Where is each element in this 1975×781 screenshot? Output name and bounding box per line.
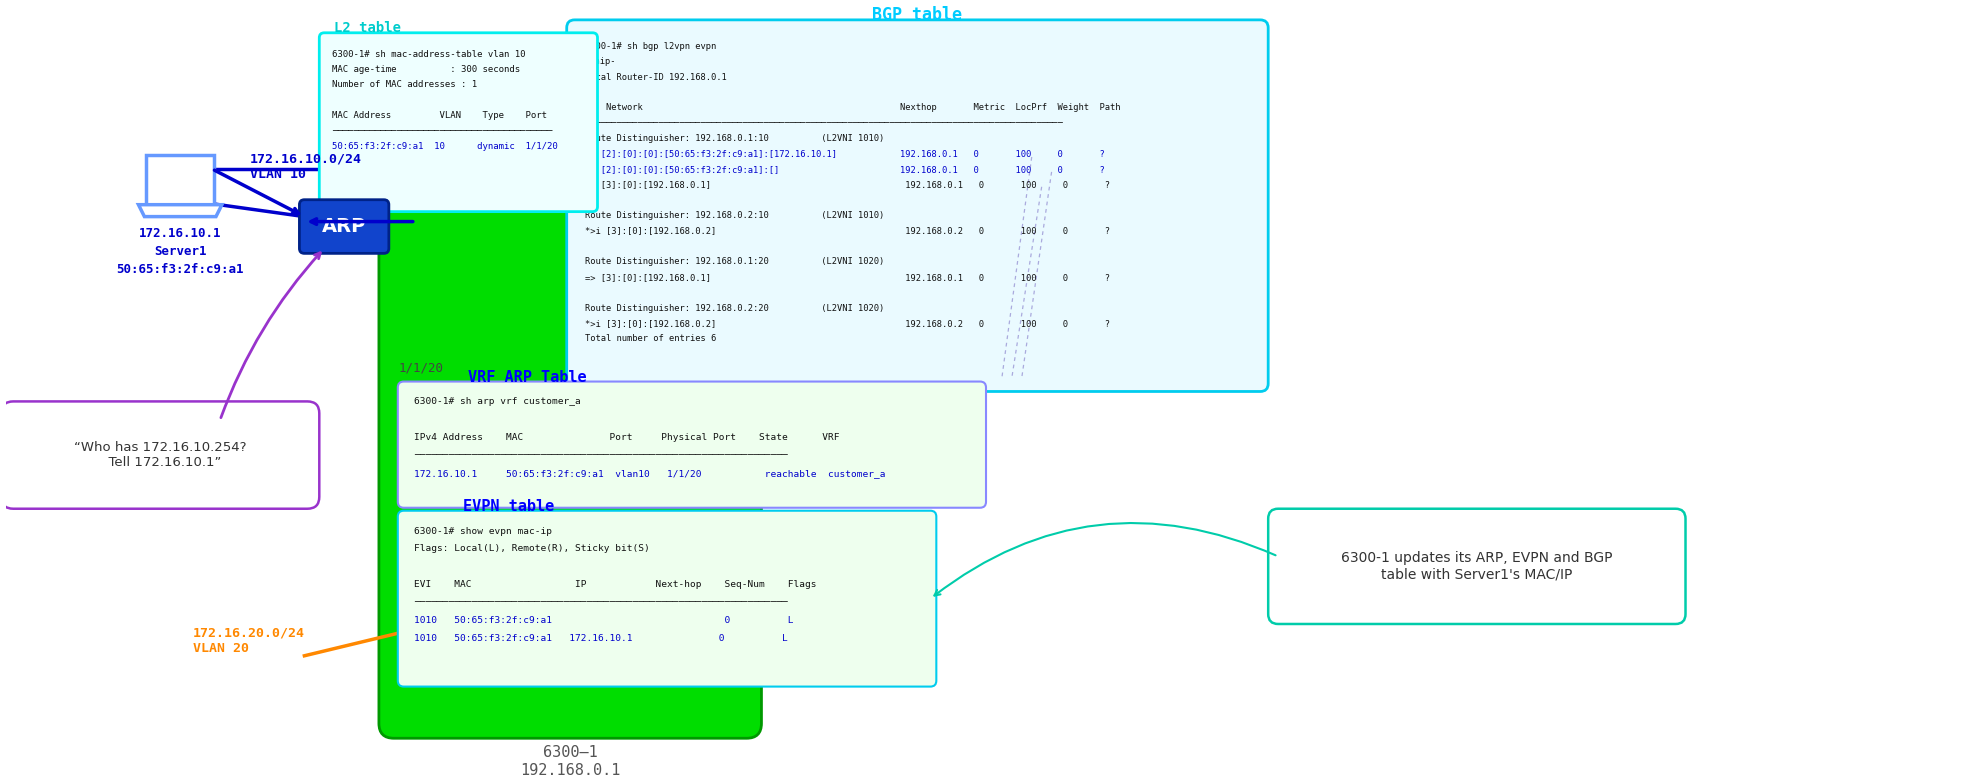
FancyBboxPatch shape: [146, 155, 213, 207]
Text: 6300–1: 6300–1: [543, 745, 598, 760]
Text: 172.16.20.0/24
VLAN 20: 172.16.20.0/24 VLAN 20: [194, 627, 304, 655]
Text: ─────────────────────────────────────────: ────────────────────────────────────────…: [332, 127, 553, 136]
FancyBboxPatch shape: [397, 382, 986, 508]
Text: Network                                                 Nexthop       Metric  Lo: Network Nexthop Metric Lo: [585, 103, 1120, 112]
Text: 6300-1# sh mac-address-table vlan 10: 6300-1# sh mac-address-table vlan 10: [332, 50, 525, 59]
Text: L2 table: L2 table: [334, 21, 401, 35]
Text: => [2]:[0]:[0]:[50:65:f3:2f:c9:a1]:[172.16.10.1]            192.168.0.1   0     : => [2]:[0]:[0]:[50:65:f3:2f:c9:a1]:[172.…: [585, 149, 1104, 159]
Text: BGP table: BGP table: [873, 5, 962, 24]
Text: Route Distinguisher: 192.168.0.2:20          (L2VNI 1020): Route Distinguisher: 192.168.0.2:20 (L2V…: [585, 304, 885, 312]
Text: 172.16.10.1     50:65:f3:2f:c9:a1  vlan10   1/1/20           reachable  customer: 172.16.10.1 50:65:f3:2f:c9:a1 vlan10 1/1…: [413, 469, 885, 478]
Text: ─────────────────────────────────────────────────────────────────: ────────────────────────────────────────…: [413, 451, 788, 460]
Text: EVI    MAC                  IP            Next-hop    Seq-Num    Flags: EVI MAC IP Next-hop Seq-Num Flags: [413, 580, 816, 590]
Text: 6300-1# show evpn mac-ip: 6300-1# show evpn mac-ip: [413, 526, 551, 536]
Text: 1010   50:65:f3:2f:c9:a1                              0          L: 1010 50:65:f3:2f:c9:a1 0 L: [413, 616, 794, 625]
Text: 172.16.10.0/24
VLAN 10: 172.16.10.0/24 VLAN 10: [249, 153, 361, 181]
Text: => [3]:[0]:[192.168.0.1]                                     192.168.0.1   0    : => [3]:[0]:[192.168.0.1] 192.168.0.1 0: [585, 273, 1110, 282]
Text: Route Distinguisher: 192.168.0.1:10          (L2VNI 1010): Route Distinguisher: 192.168.0.1:10 (L2V…: [585, 134, 885, 143]
Text: VRF ARP Table: VRF ARP Table: [468, 369, 587, 384]
Text: MAC Address         VLAN    Type    Port: MAC Address VLAN Type Port: [332, 111, 547, 120]
Text: 6300-1 updates its ARP, EVPN and BGP
table with Server1's MAC/IP: 6300-1 updates its ARP, EVPN and BGP tab…: [1341, 551, 1614, 582]
Text: 172.16.10.1
Server1
50:65:f3:2f:c9:a1: 172.16.10.1 Server1 50:65:f3:2f:c9:a1: [117, 226, 245, 276]
Text: => [2]:[0]:[0]:[50:65:f3:2f:c9:a1]:[]                       192.168.0.1   0     : => [2]:[0]:[0]:[50:65:f3:2f:c9:a1]:[] 19…: [585, 165, 1104, 174]
FancyBboxPatch shape: [320, 33, 598, 212]
FancyBboxPatch shape: [300, 200, 389, 253]
Text: “Who has 172.16.10.254?
  Tell 172.16.10.1”: “Who has 172.16.10.254? Tell 172.16.10.1…: [75, 441, 247, 469]
Text: LAN 2010: LAN 2010: [841, 446, 901, 458]
Text: ────────────────────────────────────────────────────────────────────────────────: ────────────────────────────────────────…: [585, 119, 1063, 128]
FancyBboxPatch shape: [2, 401, 320, 508]
Text: MAC age-time          : 300 seconds: MAC age-time : 300 seconds: [332, 65, 519, 74]
Text: Flags: Local(L), Remote(R), Sticky bit(S): Flags: Local(L), Remote(R), Sticky bit(S…: [413, 544, 650, 554]
Text: 6300-1# sh arp vrf customer_a: 6300-1# sh arp vrf customer_a: [413, 398, 581, 406]
Text: Local Router-ID 192.168.0.1: Local Router-ID 192.168.0.1: [585, 73, 727, 81]
Text: EVPN table: EVPN table: [464, 499, 555, 514]
Text: 6300-1# sh bgp l2vpn evpn: 6300-1# sh bgp l2vpn evpn: [585, 41, 715, 51]
Polygon shape: [138, 205, 221, 216]
Text: Total number of entries 6: Total number of entries 6: [585, 334, 715, 344]
Text: Route Distinguisher: 192.168.0.1:20          (L2VNI 1020): Route Distinguisher: 192.168.0.1:20 (L2V…: [585, 258, 885, 266]
FancyBboxPatch shape: [567, 20, 1268, 391]
Text: ARP: ARP: [322, 217, 365, 236]
Text: 0.0.0/31: 0.0.0/31: [841, 428, 901, 440]
FancyBboxPatch shape: [397, 511, 936, 686]
Text: *>i [3]:[0]:[192.168.0.2]                                    192.168.0.2   0    : *>i [3]:[0]:[192.168.0.2] 192.168.0.2 0: [585, 319, 1110, 328]
Text: 192.168.0.1: 192.168.0.1: [519, 763, 620, 778]
Text: => [3]:[0]:[192.168.0.1]                                     192.168.0.1   0    : => [3]:[0]:[192.168.0.1] 192.168.0.1 0: [585, 180, 1110, 189]
Text: -snip-: -snip-: [585, 57, 616, 66]
Text: 1010   50:65:f3:2f:c9:a1   172.16.10.1               0          L: 1010 50:65:f3:2f:c9:a1 172.16.10.1 0 L: [413, 634, 788, 643]
Text: Route Distinguisher: 192.168.0.2:10          (L2VNI 1010): Route Distinguisher: 192.168.0.2:10 (L2V…: [585, 211, 885, 220]
Text: IPv4 Address    MAC               Port     Physical Port    State      VRF: IPv4 Address MAC Port Physical Port Stat…: [413, 433, 839, 442]
Text: ─────────────────────────────────────────────────────────────────: ────────────────────────────────────────…: [413, 598, 788, 607]
FancyBboxPatch shape: [1268, 508, 1685, 624]
Text: Number of MAC addresses : 1: Number of MAC addresses : 1: [332, 80, 478, 90]
Text: 1/1/20: 1/1/20: [399, 361, 444, 374]
Text: 50:65:f3:2f:c9:a1  10      dynamic  1/1/20: 50:65:f3:2f:c9:a1 10 dynamic 1/1/20: [332, 142, 559, 151]
Text: *>i [3]:[0]:[192.168.0.2]                                    192.168.0.2   0    : *>i [3]:[0]:[192.168.0.2] 192.168.0.2 0: [585, 226, 1110, 236]
FancyBboxPatch shape: [379, 43, 762, 738]
